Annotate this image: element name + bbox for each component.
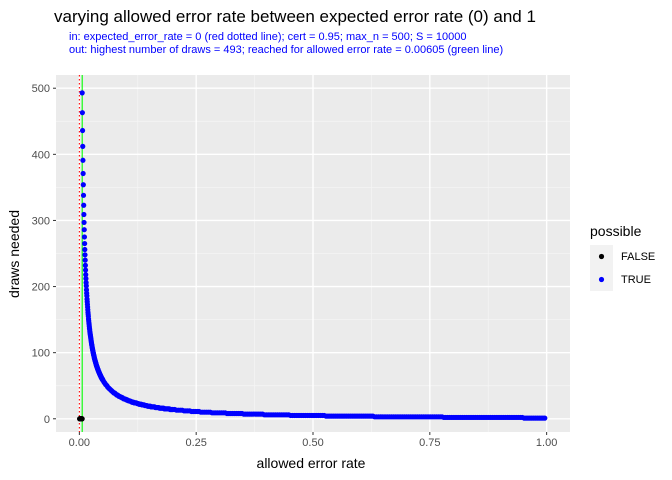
data-point-true [81, 234, 88, 240]
data-point-true [80, 192, 87, 198]
chart-subtitle-line-2: out: highest number of draws = 493; reac… [69, 44, 503, 56]
data-point-true [82, 257, 88, 263]
x-tick-label: 0.00 [69, 437, 90, 449]
y-axis-label: draws needed [6, 210, 22, 298]
data-point-true [83, 272, 89, 278]
data-point-true [80, 157, 86, 163]
legend: possible FALSE TRUE [590, 223, 655, 291]
x-tick-label: 0.75 [419, 437, 440, 449]
data-point-true [82, 262, 88, 268]
data-point-true [83, 283, 89, 289]
data-point-true [79, 90, 85, 96]
chart-marks [76, 75, 548, 432]
legend-key-point [598, 276, 605, 283]
y-tick-label: 100 [32, 348, 50, 360]
y-tick-label: 500 [32, 83, 50, 95]
data-point-true [82, 246, 88, 253]
data-point-true [81, 211, 87, 218]
data-point-true [81, 227, 87, 233]
y-tick-label: 400 [32, 149, 50, 161]
legend-label: FALSE [621, 251, 655, 263]
x-tick-label: 1.00 [536, 437, 557, 449]
chart-subtitle-line-1: in: expected_error_rate = 0 (red dotted … [69, 31, 466, 43]
chart-axes: 0.00 0.25 0.50 0.75 1.00 0 100 200 300 400 500 [32, 83, 558, 449]
data-point-true [83, 276, 89, 282]
data-point-true [82, 252, 88, 258]
y-tick-label: 200 [32, 282, 50, 294]
chart-title: varying allowed error rate between expec… [54, 7, 536, 26]
x-tick-label: 0.25 [185, 437, 206, 449]
data-point-true [81, 202, 87, 208]
plot-panel [56, 75, 570, 432]
x-axis-label: allowed error rate [257, 455, 366, 471]
data-point-true [542, 415, 548, 421]
data-point-true [80, 143, 86, 149]
x-tick-label: 0.50 [302, 437, 323, 449]
legend-key-point [598, 253, 605, 260]
data-point-true [79, 127, 86, 134]
data-point-true [79, 110, 85, 116]
data-point-true [82, 240, 88, 247]
data-point-true [81, 219, 87, 226]
legend-title: possible [590, 223, 642, 239]
data-point-true [82, 267, 89, 273]
y-tick-label: 0 [44, 414, 50, 426]
legend-label: TRUE [621, 274, 651, 286]
data-point-true [80, 170, 86, 177]
data-point-true [80, 182, 86, 188]
data-point-false [79, 416, 85, 422]
y-tick-label: 300 [32, 215, 50, 227]
